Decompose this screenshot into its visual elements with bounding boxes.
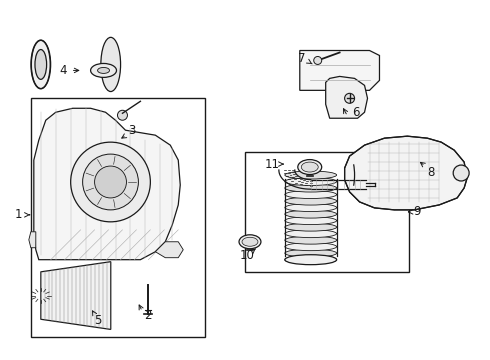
Ellipse shape (298, 159, 322, 175)
Ellipse shape (285, 171, 337, 179)
Ellipse shape (285, 255, 337, 265)
Polygon shape (29, 232, 36, 248)
Text: 4: 4 (59, 64, 67, 77)
Ellipse shape (285, 204, 337, 212)
Ellipse shape (91, 63, 117, 77)
Ellipse shape (285, 217, 337, 225)
Ellipse shape (98, 67, 110, 73)
Ellipse shape (285, 243, 337, 251)
Polygon shape (326, 76, 368, 118)
Ellipse shape (285, 210, 337, 218)
Ellipse shape (239, 235, 261, 249)
Text: 10: 10 (240, 249, 254, 262)
Circle shape (83, 154, 138, 210)
Text: 3: 3 (128, 124, 135, 137)
Ellipse shape (285, 190, 337, 199)
Ellipse shape (31, 40, 50, 89)
Ellipse shape (285, 249, 337, 257)
Ellipse shape (285, 184, 337, 192)
Bar (31, 98, 205, 337)
Ellipse shape (285, 223, 337, 231)
Circle shape (71, 142, 150, 222)
Ellipse shape (35, 50, 47, 79)
Ellipse shape (285, 230, 337, 238)
Polygon shape (300, 50, 379, 90)
Circle shape (118, 110, 127, 120)
Text: 2: 2 (145, 309, 152, 322)
Ellipse shape (285, 197, 337, 205)
Circle shape (314, 57, 322, 64)
Circle shape (453, 165, 469, 181)
Bar (245, 152, 409, 272)
Ellipse shape (285, 177, 337, 185)
Ellipse shape (301, 162, 318, 172)
Polygon shape (41, 262, 111, 329)
Text: 6: 6 (352, 106, 359, 119)
Text: 9: 9 (414, 205, 421, 219)
Text: 11: 11 (265, 158, 279, 171)
Ellipse shape (101, 37, 121, 91)
Ellipse shape (285, 236, 337, 244)
Circle shape (95, 166, 126, 198)
Text: 1: 1 (15, 208, 23, 221)
Circle shape (344, 93, 355, 103)
Ellipse shape (242, 237, 258, 246)
Text: 5: 5 (94, 314, 101, 327)
Text: 7: 7 (298, 52, 306, 65)
Ellipse shape (285, 256, 337, 264)
Polygon shape (344, 136, 467, 210)
Text: 8: 8 (428, 166, 435, 179)
Polygon shape (155, 242, 183, 258)
Polygon shape (34, 108, 180, 260)
